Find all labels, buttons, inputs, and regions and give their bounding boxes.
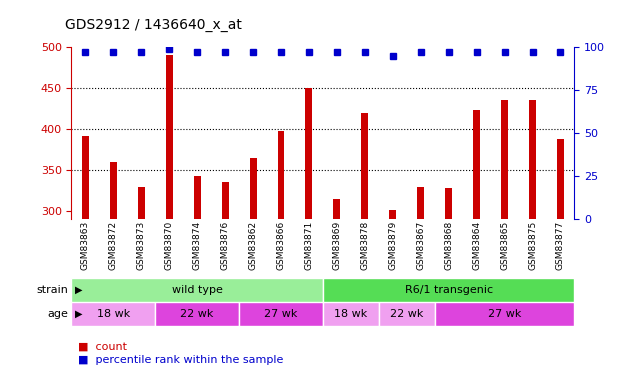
Text: GSM83867: GSM83867 [416, 221, 425, 270]
Bar [333, 199, 340, 219]
Text: GSM83868: GSM83868 [444, 221, 453, 270]
Text: GSM83878: GSM83878 [360, 221, 369, 270]
Bar [306, 88, 312, 219]
Bar [361, 112, 368, 219]
Text: R6/1 transgenic: R6/1 transgenic [405, 285, 492, 295]
Text: wild type: wild type [172, 285, 222, 295]
Text: age: age [47, 309, 68, 319]
Text: ▶: ▶ [75, 285, 82, 295]
Bar [82, 136, 89, 219]
Bar [445, 188, 452, 219]
Bar [379, 302, 435, 326]
Bar [71, 278, 323, 302]
Bar [166, 55, 173, 219]
Bar [71, 302, 155, 326]
Text: GSM83879: GSM83879 [388, 221, 397, 270]
Bar [557, 139, 564, 219]
Bar [110, 162, 117, 219]
Text: 27 wk: 27 wk [488, 309, 521, 319]
Text: ■  percentile rank within the sample: ■ percentile rank within the sample [78, 355, 283, 365]
Bar [435, 302, 574, 326]
Bar [155, 302, 239, 326]
Text: GSM83864: GSM83864 [472, 221, 481, 270]
Text: 18 wk: 18 wk [334, 309, 368, 319]
Text: 18 wk: 18 wk [97, 309, 130, 319]
Text: GSM83866: GSM83866 [276, 221, 286, 270]
Bar [323, 278, 574, 302]
Bar [278, 130, 284, 219]
Text: GSM83871: GSM83871 [304, 221, 314, 270]
Bar [250, 158, 256, 219]
Text: GDS2912 / 1436640_x_at: GDS2912 / 1436640_x_at [65, 18, 242, 32]
Text: GSM83870: GSM83870 [165, 221, 174, 270]
Bar [529, 100, 536, 219]
Text: GSM83863: GSM83863 [81, 221, 90, 270]
Text: GSM83869: GSM83869 [332, 221, 342, 270]
Bar [417, 186, 424, 219]
Text: GSM83875: GSM83875 [528, 221, 537, 270]
Text: 22 wk: 22 wk [390, 309, 424, 319]
Text: GSM83874: GSM83874 [193, 221, 202, 270]
Text: 27 wk: 27 wk [265, 309, 297, 319]
Text: ▶: ▶ [75, 309, 82, 319]
Bar [389, 210, 396, 219]
Text: 22 wk: 22 wk [181, 309, 214, 319]
Text: GSM83876: GSM83876 [220, 221, 230, 270]
Text: GSM83862: GSM83862 [248, 221, 258, 270]
Bar [323, 302, 379, 326]
Text: GSM83872: GSM83872 [109, 221, 118, 270]
Text: GSM83877: GSM83877 [556, 221, 565, 270]
Text: GSM83873: GSM83873 [137, 221, 146, 270]
Text: strain: strain [37, 285, 68, 295]
Bar [473, 110, 480, 219]
Text: GSM83865: GSM83865 [500, 221, 509, 270]
Bar [138, 186, 145, 219]
Bar [239, 302, 323, 326]
Bar [501, 100, 508, 219]
Bar [222, 182, 229, 219]
Bar [194, 176, 201, 219]
Text: ■  count: ■ count [78, 342, 127, 352]
